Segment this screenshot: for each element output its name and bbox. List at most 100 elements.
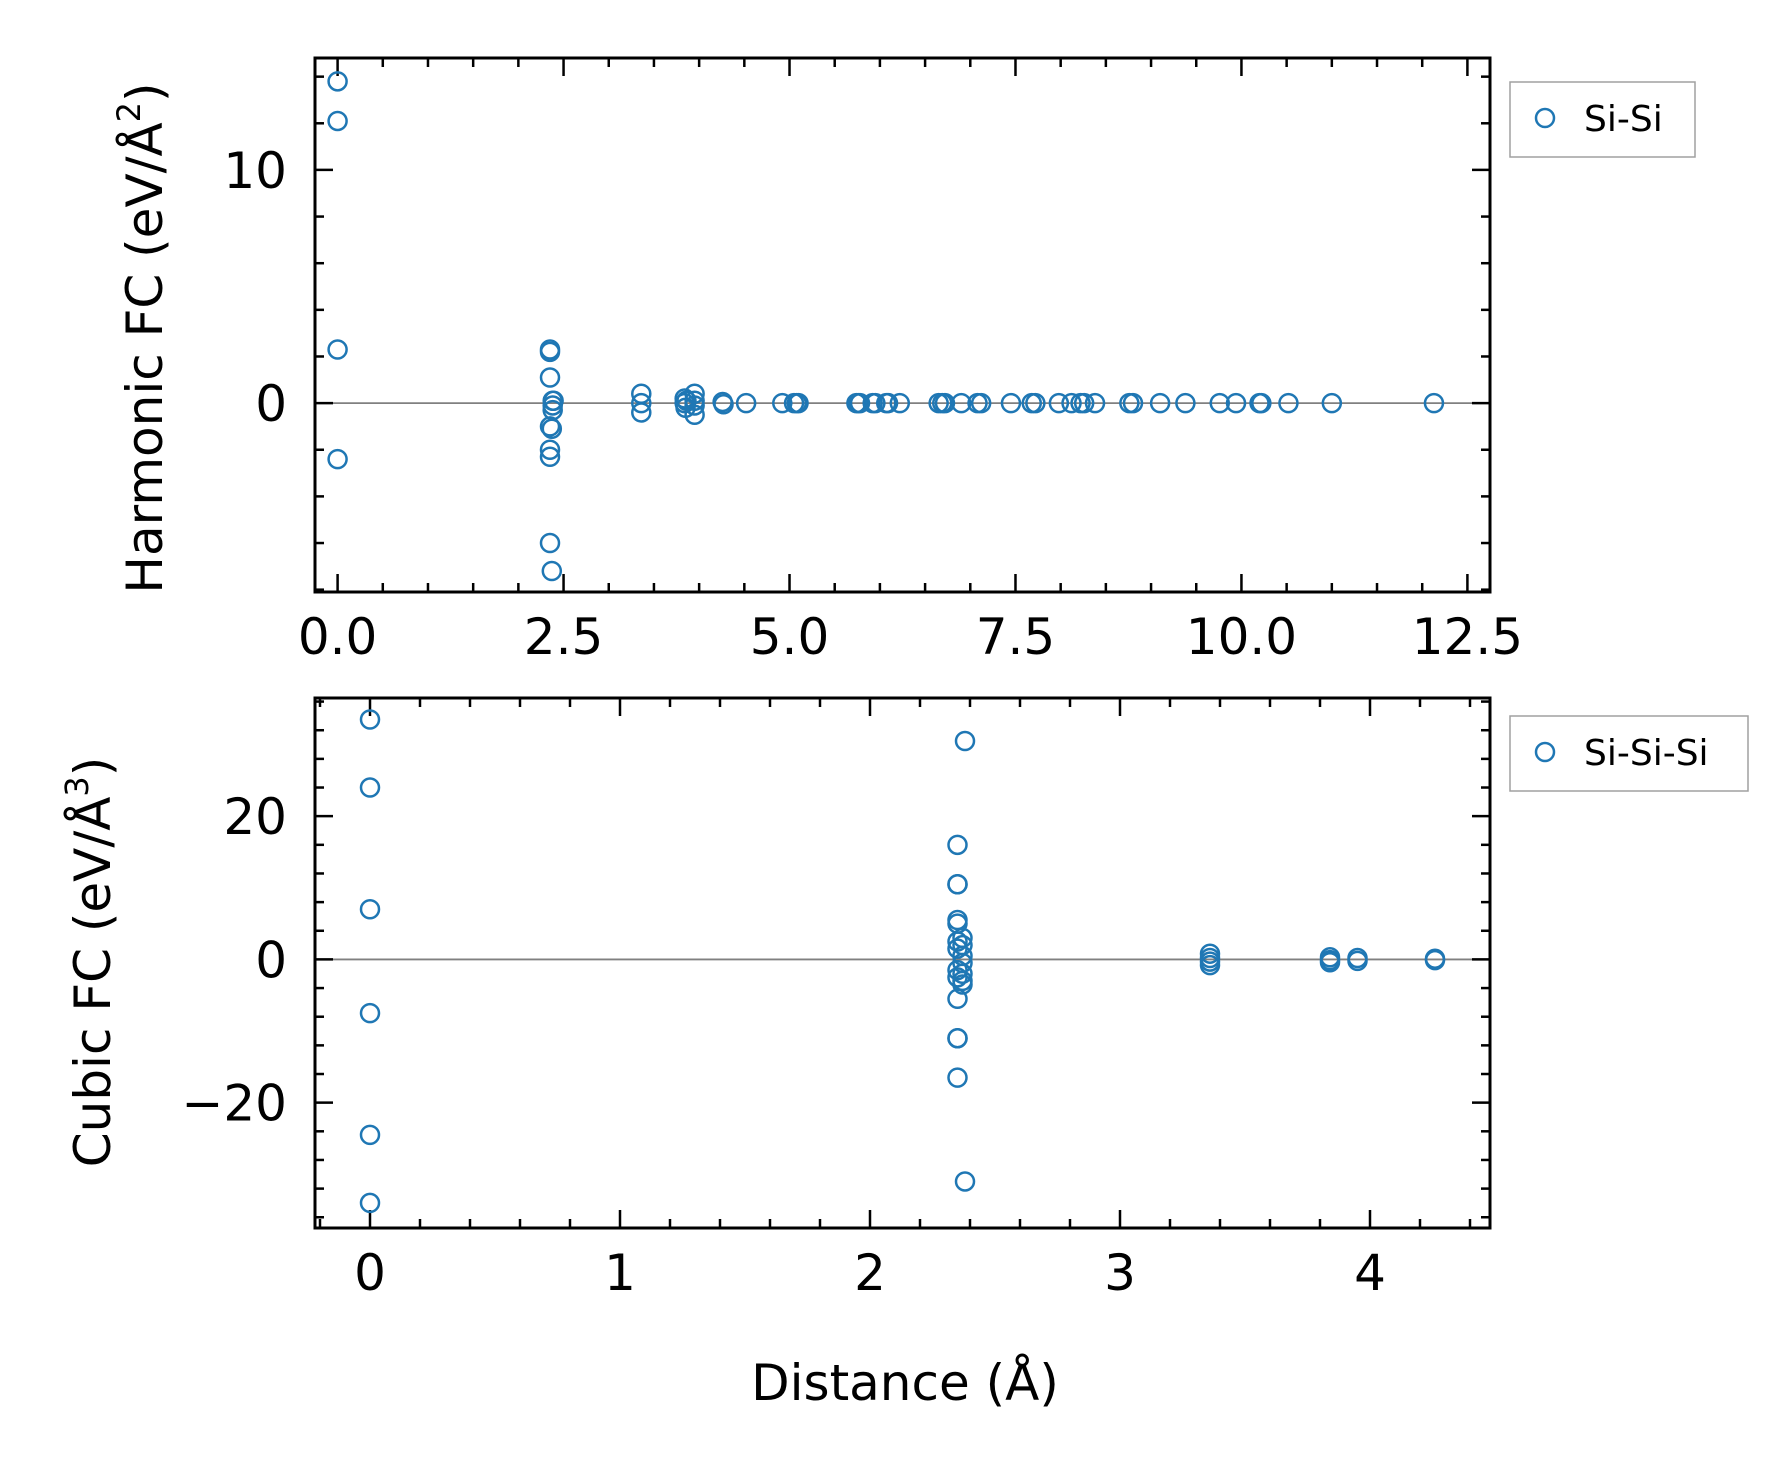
harmonic-fc-panel: Si-Si Harmonic FC (eV/Å2) 0.0 2.5 5.0 7.5 10…: [110, 56, 1696, 666]
cubic-legend-frame: [1509, 715, 1749, 792]
harmonic-legend: Si-Si: [1509, 81, 1696, 158]
cubic-legend: Si-Si-Si: [1509, 715, 1749, 792]
cubic-x-tick-label: 0: [354, 1244, 386, 1302]
harmonic-data-point: [1225, 392, 1247, 414]
harmonic-data-point: [865, 392, 886, 414]
harmonic-data-point: [1423, 392, 1445, 414]
harmonic-data-point: [327, 448, 348, 470]
harmonic-data-point: [539, 367, 561, 388]
cubic-x-tick-label: 1: [604, 1244, 636, 1302]
cubic-x-tick-label: 2: [854, 1244, 886, 1302]
cubic-data-point: [359, 1002, 381, 1024]
harmonic-data-point: [1122, 392, 1144, 414]
harmonic-y-tick-label: 0: [255, 375, 287, 433]
cubic-data-point: [1319, 952, 1341, 973]
cubic-axes-frame: [313, 696, 1492, 1230]
harmonic-data-point: [543, 390, 564, 412]
harmonic-data-point: [539, 341, 561, 363]
harmonic-data-point: [1084, 392, 1106, 414]
cubic-data-point: [947, 931, 968, 952]
cubic-data-point: [359, 777, 381, 798]
harmonic-axes-frame: [313, 56, 1492, 594]
harmonic-data-point: [951, 392, 972, 414]
cubic-ticks: [315, 698, 1490, 1228]
harmonic-data-point: [934, 392, 956, 414]
cubic-data-point: [947, 1067, 968, 1088]
harmonic-data-point: [327, 339, 348, 360]
cubic-data-point: [954, 1171, 976, 1192]
harmonic-data-point: [327, 71, 348, 92]
harmonic-data-point: [327, 110, 348, 132]
harmonic-data-point: [631, 392, 652, 414]
harmonic-x-tick-label: 12.5: [1412, 608, 1523, 666]
cubic-data-point: [1199, 954, 1221, 976]
harmonic-data-point: [1278, 392, 1299, 414]
harmonic-data-point: [1209, 392, 1230, 414]
harmonic-data-point: [539, 532, 561, 554]
harmonic-data-point: [1073, 392, 1095, 414]
harmonic-data-point: [877, 392, 899, 414]
cubic-data-point: [359, 899, 381, 920]
harmonic-legend-frame: [1509, 81, 1696, 158]
harmonic-x-tick-label: 10.0: [1186, 608, 1297, 666]
harmonic-data-point: [539, 446, 561, 468]
cubic-data-point: [952, 963, 973, 984]
harmonic-data-point: [1061, 392, 1082, 414]
harmonic-data-point: [889, 392, 911, 414]
cubic-y-tick-label: −20: [181, 1075, 287, 1133]
harmonic-data-point: [772, 392, 793, 414]
harmonic-series: [327, 71, 1445, 582]
cubic-legend-marker: [1534, 741, 1556, 763]
cubic-data-point: [947, 1027, 968, 1049]
cubic-x-tick-label: 3: [1104, 1244, 1136, 1302]
harmonic-y-tick-label: 10: [223, 142, 287, 200]
harmonic-data-point: [1149, 392, 1171, 414]
harmonic-data-point: [970, 392, 992, 414]
cubic-legend-label: Si-Si-Si: [1584, 733, 1709, 774]
harmonic-data-point: [1321, 392, 1343, 414]
harmonic-data-point: [541, 560, 563, 582]
harmonic-x-tick-label: 0.0: [298, 608, 378, 666]
harmonic-ticks: [315, 58, 1490, 592]
cubic-series: [359, 709, 1446, 1214]
harmonic-data-point: [1175, 392, 1196, 414]
harmonic-x-tick-label: 5.0: [750, 608, 830, 666]
cubic-data-point: [947, 834, 968, 856]
harmonic-data-point: [539, 439, 561, 461]
cubic-y-tick-label: 20: [223, 788, 287, 846]
x-axis-label: Distance (Å): [751, 1354, 1059, 1412]
harmonic-data-point: [631, 402, 652, 423]
harmonic-data-point: [713, 394, 734, 415]
cubic-fc-panel: Si-Si-Si Cubic FC (eV/Å3) Distance (Å) 0…: [58, 696, 1749, 1412]
cubic-data-point: [1424, 949, 1446, 971]
cubic-plot-area: 0 1 2 3 4 −20 0 20: [181, 696, 1492, 1302]
harmonic-data-point: [1025, 392, 1046, 414]
cubic-data-point: [359, 709, 381, 730]
cubic-x-tick-label: 4: [1354, 1244, 1386, 1302]
cubic-data-point: [1347, 950, 1368, 972]
cubic-data-point: [952, 974, 973, 995]
cubic-y-tick-label: 0: [255, 931, 287, 989]
harmonic-data-point: [684, 383, 705, 405]
harmonic-plot-area: 0.0 2.5 5.0 7.5 10.0 12.5 0 10: [223, 56, 1523, 666]
harmonic-data-point: [849, 392, 871, 414]
cubic-data-point: [359, 1192, 381, 1214]
cubic-data-point: [947, 873, 968, 895]
harmonic-data-point: [1000, 392, 1022, 414]
harmonic-data-point: [1048, 392, 1070, 414]
harmonic-x-tick-label: 2.5: [524, 608, 604, 666]
harmonic-y-axis-label: Harmonic FC (eV/Å2): [110, 82, 174, 593]
harmonic-data-point: [684, 404, 705, 426]
harmonic-data-point: [684, 395, 705, 416]
cubic-data-point: [954, 730, 976, 752]
harmonic-data-point: [542, 399, 563, 421]
harmonic-x-tick-label: 7.5: [976, 608, 1056, 666]
harmonic-legend-marker: [1534, 107, 1556, 129]
harmonic-data-point: [735, 392, 757, 414]
harmonic-data-point: [1251, 392, 1272, 414]
cubic-y-axis-label: Cubic FC (eV/Å3): [58, 757, 122, 1168]
harmonic-legend-label: Si-Si: [1584, 99, 1663, 140]
cubic-data-point: [359, 1124, 381, 1146]
harmonic-data-point: [788, 392, 809, 414]
